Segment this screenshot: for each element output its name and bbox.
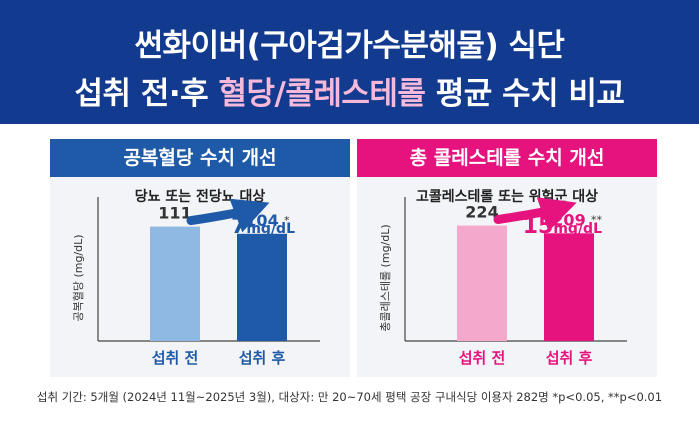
header-line2-prefix: 섭취 전·후: [75, 76, 219, 112]
cholesterol-reduction-text: 감소: [568, 238, 592, 253]
cholesterol-bar-before: [457, 226, 507, 341]
glucose-category-label-after: 섭취 후: [239, 349, 286, 367]
glucose-panel: 공복혈당 수치 개선 당뇨 또는 전당뇨 대상 공복혈당 (mg/dL) 111 섭…: [50, 139, 350, 377]
cholesterol-category-label-before: 섭취 전: [459, 349, 506, 367]
glucose-reduction-text: 감소: [261, 238, 285, 253]
header-banner: 썬화이버(구아검가수분해물) 식단 섭취 전·후 혈당/콜레스테롤 평균 수치 …: [0, 0, 699, 124]
glucose-category-label-before: 섭취 전: [152, 349, 199, 367]
header-title-line1: 썬화이버(구아검가수분해물) 식단: [0, 20, 699, 65]
header-title-line2: 섭취 전·후 혈당/콜레스테롤 평균 수치 비교: [0, 68, 699, 113]
header-line2-highlight: 혈당/콜레스테롤: [218, 76, 425, 112]
cholesterol-category-label-after: 섭취 후: [546, 349, 593, 367]
glucose-y-axis-label: 공복혈당 (mg/dL): [71, 234, 85, 321]
glucose-reduction-unit: mg/dL: [246, 221, 295, 237]
glucose-bar-before: [150, 227, 200, 341]
cholesterol-y-axis-label: 총콜레스테롤 (mg/dL): [379, 224, 392, 331]
cholesterol-panel: 총 콜레스테롤 수치 개선 고콜레스테롤 또는 위험군 대상 총콜레스테롤 (m…: [357, 139, 657, 377]
header-line2-suffix: 평균 수치 비교: [425, 76, 624, 112]
footnote: 섭취 기간: 5개월 (2024년 11월~2025년 3월), 대상자: 만 …: [0, 389, 699, 405]
cholesterol-reduction-unit: mg/dL: [553, 221, 602, 237]
cholesterol-reduction-amount: 15: [523, 214, 554, 239]
glucose-reduction-amount: 7: [231, 214, 246, 239]
